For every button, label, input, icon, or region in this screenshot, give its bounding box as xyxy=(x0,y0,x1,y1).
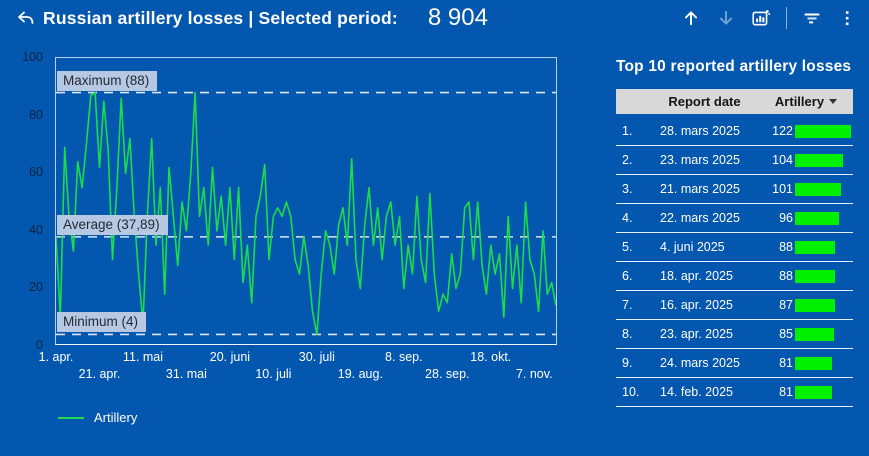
visual-chart-icon[interactable] xyxy=(751,8,771,28)
page-title: Russian artillery losses | Selected peri… xyxy=(43,7,398,28)
header-bar: Russian artillery losses | Selected peri… xyxy=(0,0,869,36)
toolbar-divider xyxy=(786,7,787,29)
row-artillery-value: 81 xyxy=(779,356,793,370)
artillery-line-chart: 100 80 60 40 20 0 Maximum (88) Average (37,89… xyxy=(0,36,600,456)
row-rank: 4. xyxy=(622,211,633,225)
x-axis-tick-label: 30. juli xyxy=(298,350,335,364)
x-axis-tick-label: 10. juli xyxy=(255,367,292,381)
chart-plot-area[interactable]: Maximum (88) Average (37,89) Minimum (4) xyxy=(55,57,557,345)
row-artillery-value: 87 xyxy=(779,298,793,312)
x-axis-tick-label: 7. nov. xyxy=(515,367,553,381)
x-axis-tick-label: 20. juni xyxy=(209,350,251,364)
x-axis-tick-label: 21. apr. xyxy=(78,367,121,381)
row-report-date: 14. feb. 2025 xyxy=(660,385,733,399)
x-axis: 1. apr. 21. apr. 11. mai 31. mai 20. juni 10.… xyxy=(39,348,556,384)
drill-down-icon[interactable] xyxy=(716,8,736,28)
y-axis-tick-label: 60 xyxy=(29,165,43,180)
legend-item-artillery[interactable]: Artillery xyxy=(58,410,137,425)
table-row[interactable]: 9. 24. mars 2025 81 xyxy=(616,349,853,378)
x-axis-tick-label: 28. sep. xyxy=(425,367,470,381)
row-report-date: 22. mars 2025 xyxy=(660,211,740,225)
table-header-row: Report date Artillery xyxy=(616,89,853,114)
maximum-reference-label: Maximum (88) xyxy=(57,70,158,91)
report-date-column-header[interactable]: Report date xyxy=(668,94,741,109)
x-axis-tick-label: 31. mai xyxy=(165,367,207,381)
y-axis: 100 80 60 40 20 0 xyxy=(0,50,50,352)
selected-period-total: 8 904 xyxy=(427,4,488,31)
row-report-date: 24. mars 2025 xyxy=(660,356,740,370)
x-axis-tick-label: 19. aug. xyxy=(337,367,383,381)
row-report-date: 4. juni 2025 xyxy=(660,240,725,254)
row-report-date: 23. apr. 2025 xyxy=(660,327,733,341)
row-report-date: 28. mars 2025 xyxy=(660,124,740,138)
undo-icon[interactable] xyxy=(16,10,35,26)
row-rank: 3. xyxy=(622,182,633,196)
x-axis-tick-label: 8. sep. xyxy=(385,350,423,364)
filter-icon[interactable] xyxy=(802,8,822,28)
row-artillery-value: 96 xyxy=(779,211,793,225)
drill-up-icon[interactable] xyxy=(681,8,701,28)
row-rank: 5. xyxy=(622,240,633,254)
row-artillery-value: 85 xyxy=(779,327,793,341)
table-row[interactable]: 5. 4. juni 2025 88 xyxy=(616,233,853,262)
row-report-date: 21. mars 2025 xyxy=(660,182,740,196)
row-data-bar xyxy=(795,356,833,370)
row-rank: 6. xyxy=(622,269,633,283)
legend-line-swatch xyxy=(58,416,84,419)
table-row[interactable]: 10. 14. feb. 2025 81 xyxy=(616,378,853,407)
row-data-bar xyxy=(795,153,843,167)
legend-label: Artillery xyxy=(94,410,138,425)
more-options-icon[interactable] xyxy=(837,8,857,28)
table-row[interactable]: 6. 18. apr. 2025 88 xyxy=(616,262,853,291)
y-axis-tick-label: 100 xyxy=(22,50,43,64)
row-artillery-value: 104 xyxy=(772,153,793,167)
row-rank: 2. xyxy=(622,153,633,167)
x-axis-tick-label: 11. mai xyxy=(122,350,163,364)
table-row[interactable]: 3. 21. mars 2025 101 xyxy=(616,175,853,204)
row-data-bar xyxy=(795,385,833,399)
table-title: Top 10 reported artillery losses xyxy=(616,58,852,75)
average-reference-label: Average (37,89) xyxy=(57,214,168,235)
top10-table-panel: Top 10 reported artillery losses Report … xyxy=(616,58,853,407)
row-report-date: 23. mars 2025 xyxy=(660,153,740,167)
row-rank: 1. xyxy=(622,124,633,138)
row-rank: 7. xyxy=(622,298,633,312)
table-row[interactable]: 1. 28. mars 2025 122 xyxy=(616,117,853,146)
row-rank: 8. xyxy=(622,327,633,341)
row-data-bar xyxy=(795,269,836,283)
y-axis-tick-label: 20 xyxy=(29,280,43,295)
artillery-column-header[interactable]: Artillery xyxy=(759,94,853,109)
table-row[interactable]: 8. 23. apr. 2025 85 xyxy=(616,320,853,349)
row-report-date: 18. apr. 2025 xyxy=(660,269,733,283)
row-data-bar xyxy=(795,211,840,225)
row-data-bar xyxy=(795,240,836,254)
row-data-bar xyxy=(795,298,835,312)
y-axis-tick-label: 40 xyxy=(29,222,43,237)
visual-toolbar xyxy=(681,0,857,36)
y-axis-tick-label: 0 xyxy=(36,338,43,352)
x-axis-tick-label: 1. apr. xyxy=(38,350,74,364)
row-rank: 9. xyxy=(622,356,633,370)
row-rank: 10. xyxy=(622,385,640,399)
row-artillery-value: 101 xyxy=(772,182,793,196)
row-data-bar xyxy=(795,182,842,196)
minimum-reference-label: Minimum (4) xyxy=(57,312,147,333)
row-report-date: 16. apr. 2025 xyxy=(660,298,733,312)
table-row[interactable]: 7. 16. apr. 2025 87 xyxy=(616,291,853,320)
table-body: 1. 28. mars 2025 122 2. 23. mars 2025 10… xyxy=(616,117,853,407)
row-artillery-value: 122 xyxy=(772,124,793,138)
row-data-bar xyxy=(795,124,851,138)
table-row[interactable]: 2. 23. mars 2025 104 xyxy=(616,146,853,175)
x-axis-tick-label: 18. okt. xyxy=(470,350,512,364)
row-data-bar xyxy=(795,327,834,341)
row-artillery-value: 81 xyxy=(779,385,793,399)
table-row[interactable]: 4. 22. mars 2025 96 xyxy=(616,204,853,233)
caret-down-icon xyxy=(829,99,838,104)
row-artillery-value: 88 xyxy=(779,269,793,283)
row-artillery-value: 88 xyxy=(779,240,793,254)
y-axis-tick-label: 80 xyxy=(29,107,43,122)
